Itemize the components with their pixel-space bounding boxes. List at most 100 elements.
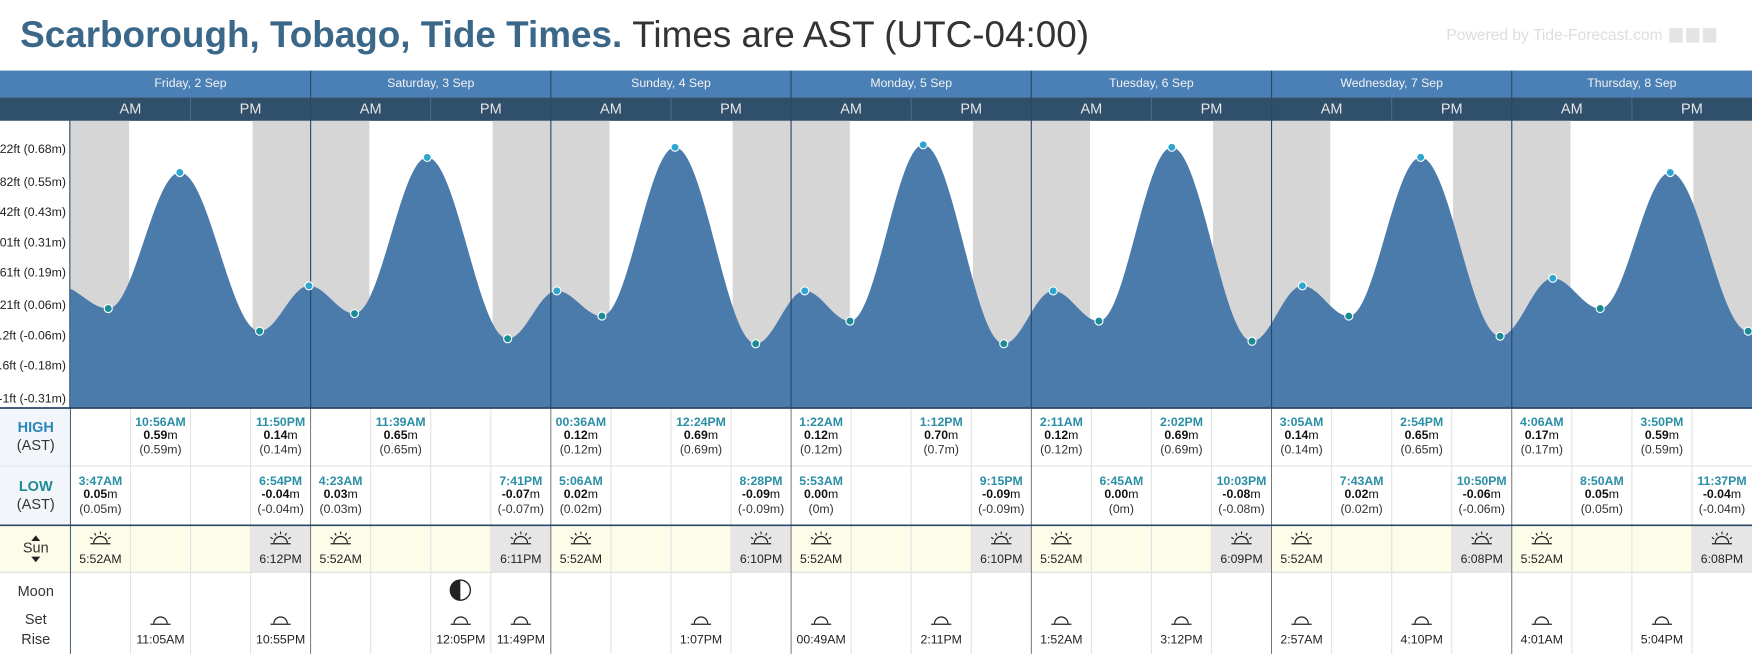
low-height: 0.02m [564,487,598,501]
height-unit: m [1368,487,1378,501]
low-paren: (0m) [1109,502,1134,516]
high-height: 0.65m [1405,428,1439,442]
sun-ray [94,532,97,536]
low-paren: (0.03m) [319,502,361,516]
low-time: 3:47AM [79,474,123,488]
half-label: AM [1080,102,1102,118]
sun-ray [1309,536,1313,540]
high-height: 0.14m [264,428,298,442]
sun-arc [813,535,829,544]
day-header [0,70,1752,98]
moon-arc [1654,616,1670,624]
sun-ray [348,536,352,540]
powered-by: Powered by Tide-Forecast.com [1446,27,1662,44]
height-unit: m [770,487,780,501]
low-paren: (-0.06m) [1459,502,1505,516]
height-value: 0.00 [804,487,828,501]
high-time: 11:39AM [376,415,426,429]
sunrise-time: 5:52AM [1280,552,1322,566]
y-tick-label: 22ft (0.68m) [0,142,66,156]
axis-bg [0,120,70,409]
moon-icon [1651,616,1672,625]
height-unit: m [1308,428,1318,442]
y-tick-label: -1ft (-0.31m) [0,391,66,405]
moon-arc [813,616,829,624]
sunset-time: 6:12PM [259,552,301,566]
sun-ray [1245,532,1248,536]
half-label: PM [1441,102,1463,118]
sun-arc [1294,535,1309,544]
sun-ray [1715,532,1718,536]
sunset-time: 6:08PM [1701,552,1743,566]
day-label: Monday, 5 Sep [870,76,952,90]
height-value: 0.12 [804,428,828,442]
sun-arc [1534,535,1550,544]
sun-arc [573,535,589,544]
moon-arc [1414,616,1430,624]
sun-icon [750,531,772,545]
low-paren: (0.05m) [79,502,121,516]
moon-arc [1534,616,1550,624]
moon-icon [1291,616,1312,625]
height-unit: m [287,428,297,442]
icon [1686,28,1700,43]
high-height: 0.69m [684,428,718,442]
moon-time: 12:05PM [436,633,485,647]
low-time: 11:37PM [1697,474,1746,488]
high-time: 00:36AM [556,415,607,429]
low-height: -0.04m [261,487,299,501]
high-point [552,286,562,296]
height-unit: m [1068,428,1078,442]
day-label: Saturday, 3 Sep [387,76,474,90]
sun-icon [1471,531,1493,545]
sun-arc [1054,535,1069,544]
low-paren: (0.02m) [1340,502,1382,516]
low-point [1094,316,1104,326]
sun-label: Sun [23,541,49,557]
high-point [918,140,928,150]
y-tick-label: 82ft (0.55m) [0,175,66,189]
height-value: 0.00 [1104,487,1128,501]
low-point [1595,303,1605,314]
sun-arc [993,535,1009,544]
height-value: 0.65 [384,428,408,442]
sun-ray [765,532,768,536]
moon-arc [1174,616,1189,624]
high-point [422,152,432,162]
moon-arc [1054,616,1069,624]
low-label: LOW [19,479,53,495]
sunrise-time: 5:52AM [1040,552,1082,566]
moon-icon [270,616,291,625]
moon-icon [1411,616,1432,625]
high-point [1665,167,1675,178]
sun-ray [994,532,998,536]
low-height: 0.00m [804,487,838,501]
moon-icon [1531,616,1552,625]
sun-ray [1305,532,1308,536]
half-label: PM [960,102,982,118]
moon-icon [150,616,171,625]
height-value: 0.12 [1044,428,1068,442]
moon-time: 00:49AM [797,633,846,647]
sun-ray [514,532,517,536]
high-height: 0.12m [804,428,838,442]
low-height: 0.05m [1585,487,1619,501]
high-paren: (0.12m) [1040,443,1082,457]
height-value: 0.05 [1585,487,1609,501]
low-height: -0.04m [1703,487,1741,501]
sun-ray [330,536,334,540]
sun-ray [1005,532,1008,536]
low-paren: (-0.04m) [257,502,303,516]
sun-ray [1471,536,1475,540]
high-point [304,281,314,291]
low-point [1344,311,1354,321]
low-paren: (0.05m) [1581,502,1623,516]
height-unit: m [828,428,838,442]
sun-ray [990,536,994,540]
high-time: 10:56AM [135,415,186,429]
moon-icon [931,616,952,625]
moon-time: 2:57AM [1280,633,1322,647]
sun-ray [288,536,292,540]
high-time: 2:02PM [1160,415,1203,429]
